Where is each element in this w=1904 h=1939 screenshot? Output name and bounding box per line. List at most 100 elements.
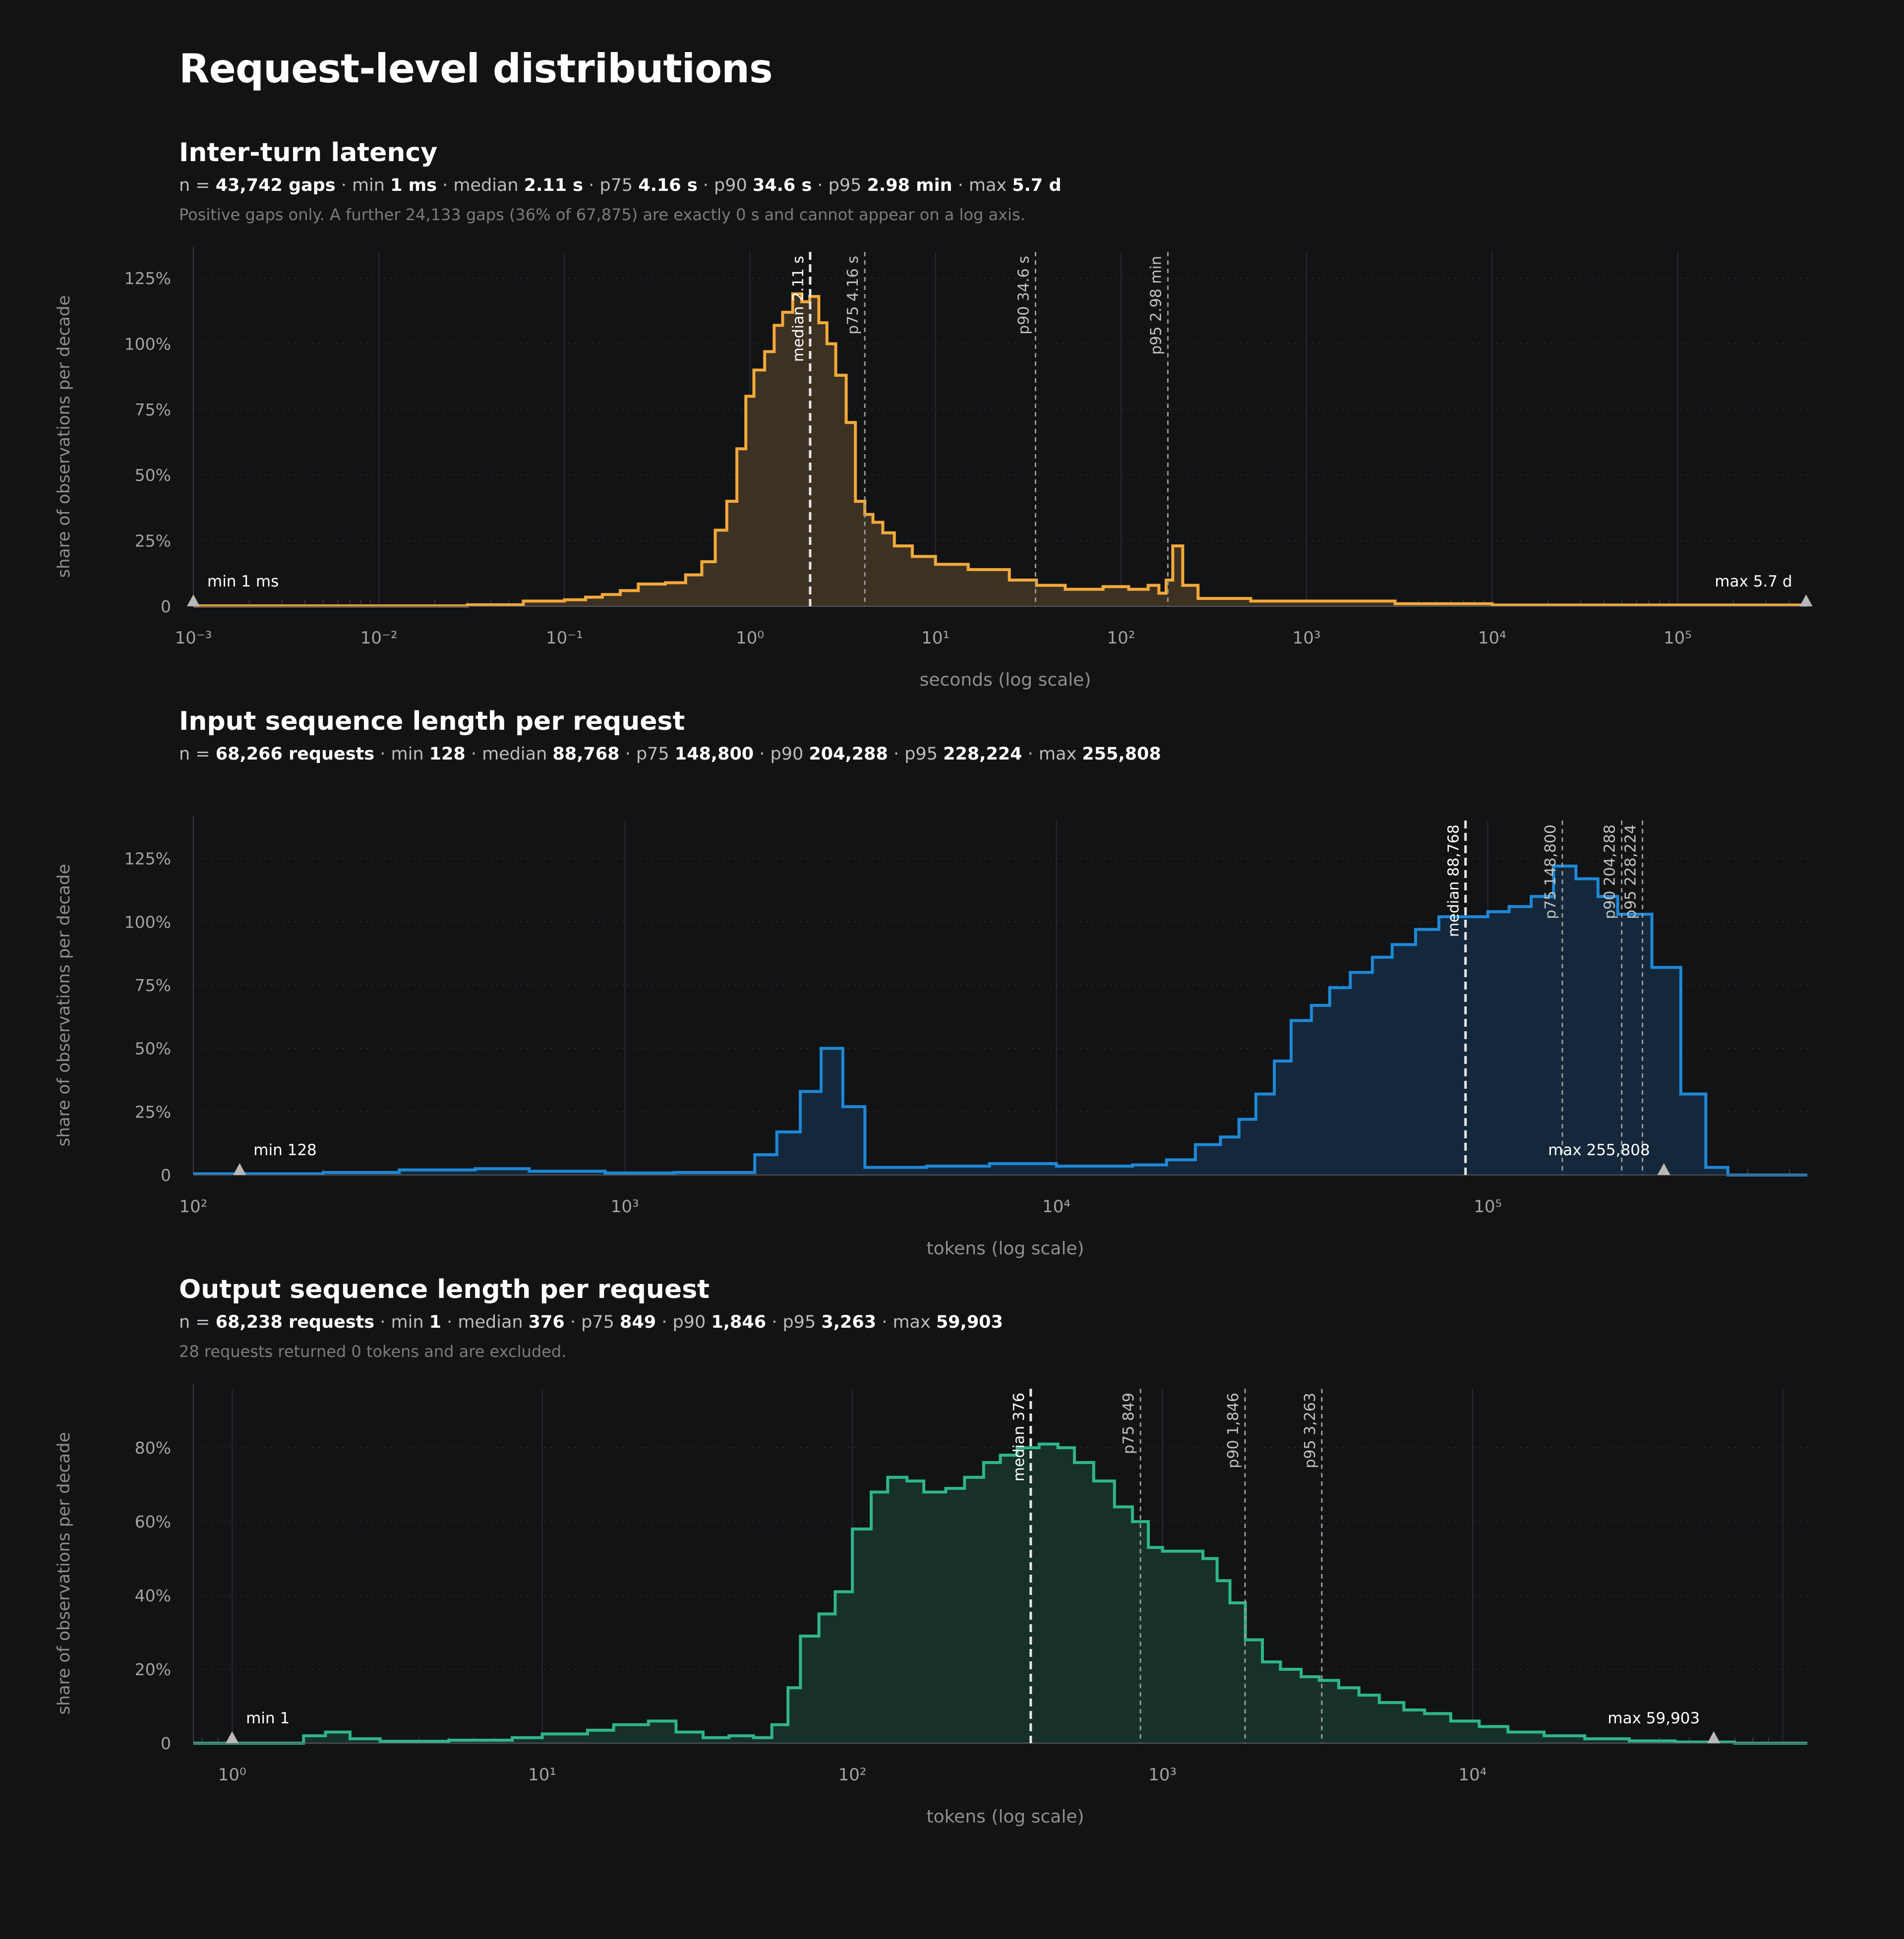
chart-output-sequence-length: 0 20% 40% 60% 80% 10⁰ 10¹ 10² 10³ 10⁴ median 376 p7… bbox=[54, 1384, 1807, 1827]
y-axis-label: share of observations per decade bbox=[54, 864, 74, 1146]
x-tick-label: 10⁴ bbox=[1478, 628, 1506, 648]
page-title: Request-level distributions bbox=[179, 46, 773, 92]
y-tick-label: 40% bbox=[135, 1586, 171, 1605]
y-tick-label: 100% bbox=[124, 912, 171, 932]
y-tick-label: 20% bbox=[135, 1660, 171, 1679]
y-tick-label: 0 bbox=[161, 597, 171, 616]
percentile-label: p75 849 bbox=[1120, 1393, 1137, 1454]
percentile-label: p95 3,263 bbox=[1302, 1393, 1319, 1469]
stat-label: · min bbox=[374, 744, 429, 764]
stat-label: · max bbox=[952, 176, 1012, 195]
stat-label: · median bbox=[465, 744, 553, 764]
y-tick-label: 25% bbox=[135, 1102, 171, 1121]
x-tick-label: 10⁵ bbox=[1664, 628, 1692, 648]
stat-label: · p90 bbox=[697, 176, 753, 195]
y-tick-label: 0 bbox=[161, 1166, 171, 1185]
stat-value: 128 bbox=[429, 744, 466, 764]
chart-title: Input sequence length per request bbox=[179, 706, 685, 736]
y-tick-label: 50% bbox=[135, 466, 171, 485]
max-marker-triangle bbox=[1657, 1163, 1670, 1175]
stat-value: 2.11 s bbox=[524, 176, 584, 195]
stats-line: n = 68,266 requests · min 128 · median 8… bbox=[179, 744, 1161, 764]
histogram-fill bbox=[193, 1444, 1807, 1743]
stat-label: · p95 bbox=[888, 744, 944, 764]
stat-label: · min bbox=[335, 176, 391, 195]
min-marker-label: min 1 ms bbox=[207, 573, 279, 590]
stat-value: 43,742 gaps bbox=[215, 176, 336, 195]
min-marker-label: min 1 bbox=[246, 1709, 290, 1727]
stats-line: n = 43,742 gaps · min 1 ms · median 2.11… bbox=[179, 176, 1062, 195]
stat-label: · p75 bbox=[583, 176, 639, 195]
histogram-line bbox=[193, 864, 1807, 1176]
stat-label: · p75 bbox=[564, 1312, 620, 1332]
max-marker-label: max 5.7 d bbox=[1715, 573, 1792, 590]
stat-value: 68,238 requests bbox=[215, 1312, 375, 1332]
stat-label: · max bbox=[876, 1312, 936, 1332]
min-marker-triangle bbox=[226, 1731, 239, 1743]
percentile-label: median 88,768 bbox=[1445, 824, 1463, 937]
stat-value: 849 bbox=[620, 1312, 656, 1332]
y-tick-label: 80% bbox=[135, 1438, 171, 1458]
stat-value: 59,903 bbox=[936, 1312, 1003, 1332]
x-tick-label: 10³ bbox=[1148, 1765, 1177, 1785]
x-axis-label: tokens (log scale) bbox=[926, 1238, 1084, 1259]
y-tick-label: 50% bbox=[135, 1039, 171, 1058]
stat-label: n = bbox=[179, 744, 216, 764]
percentile-label: p90 204,288 bbox=[1602, 824, 1619, 919]
y-tick-label: 75% bbox=[135, 976, 171, 995]
y-tick-label: 0 bbox=[161, 1734, 171, 1753]
histogram-fill bbox=[193, 866, 1807, 1175]
x-tick-label: 10² bbox=[838, 1765, 867, 1785]
stat-label: · max bbox=[1022, 744, 1082, 764]
chart-note: Positive gaps only. A further 24,133 gap… bbox=[179, 205, 1025, 224]
x-tick-label: 10⁵ bbox=[1474, 1197, 1502, 1217]
x-tick-label: 10³ bbox=[1293, 628, 1321, 648]
percentile-label: p95 2.98 min bbox=[1147, 256, 1165, 355]
histogram-line bbox=[193, 292, 1807, 607]
percentile-label: median 2.11 s bbox=[790, 256, 807, 362]
y-axis-label: share of observations per decade bbox=[54, 1432, 74, 1714]
stat-value: 148,800 bbox=[674, 744, 754, 764]
min-marker-label: min 128 bbox=[253, 1141, 316, 1159]
x-tick-label: 10¹ bbox=[921, 628, 950, 648]
stats-line: n = 68,238 requests · min 1 · median 376… bbox=[179, 1312, 1003, 1332]
chart-title: Output sequence length per request bbox=[179, 1275, 710, 1304]
percentile-label: p90 34.6 s bbox=[1015, 256, 1032, 335]
y-tick-label: 25% bbox=[135, 531, 171, 551]
stat-value: 255,808 bbox=[1082, 744, 1161, 764]
y-tick-label: 125% bbox=[124, 849, 171, 869]
chart-note: 28 requests returned 0 tokens and are ex… bbox=[179, 1342, 567, 1361]
chart-input-sequence-length: 0 25% 50% 75% 100% 125% 10² 10³ 10⁴ 10⁵ median 88,… bbox=[54, 816, 1807, 1259]
stat-value: 1,846 bbox=[711, 1312, 767, 1332]
chart-title: Inter-turn latency bbox=[179, 138, 438, 168]
max-marker-label: max 255,808 bbox=[1548, 1141, 1650, 1159]
x-tick-label: 10² bbox=[1107, 628, 1135, 648]
x-tick-label: 10² bbox=[179, 1197, 208, 1217]
x-tick-label: 10⁴ bbox=[1042, 1197, 1071, 1217]
stat-value: 3,263 bbox=[821, 1312, 877, 1332]
x-tick-label: 10⁻² bbox=[360, 628, 398, 648]
stat-label: · median bbox=[441, 1312, 529, 1332]
stat-value: 88,768 bbox=[552, 744, 620, 764]
x-tick-label: 10⁰ bbox=[736, 628, 764, 648]
x-tick-label: 10⁰ bbox=[218, 1765, 246, 1785]
percentile-label: p95 228,224 bbox=[1622, 824, 1640, 919]
stat-value: 68,266 requests bbox=[215, 744, 375, 764]
y-tick-label: 75% bbox=[135, 400, 171, 419]
stat-value: 4.16 s bbox=[638, 176, 698, 195]
histogram-line bbox=[193, 1442, 1807, 1745]
percentile-label: p75 148,800 bbox=[1542, 824, 1559, 919]
x-tick-label: 10⁴ bbox=[1459, 1765, 1487, 1785]
chart-inter-turn-latency: 0 25% 50% 75% 100% 125% 10⁻³ 10⁻² 10⁻¹ 10⁰ 10¹ 10² 1… bbox=[54, 247, 1813, 690]
y-tick-label: 125% bbox=[124, 269, 171, 288]
stat-label: · median bbox=[436, 176, 524, 195]
histogram-fill bbox=[193, 294, 1807, 606]
y-tick-label: 60% bbox=[135, 1512, 171, 1531]
stat-label: · p90 bbox=[656, 1312, 712, 1332]
stat-value: 1 bbox=[429, 1312, 441, 1332]
percentile-label: p90 1,846 bbox=[1225, 1393, 1242, 1469]
percentile-label: median 376 bbox=[1011, 1393, 1028, 1481]
stat-value: 34.6 s bbox=[752, 176, 812, 195]
stat-label: · p75 bbox=[619, 744, 675, 764]
stat-label: · p95 bbox=[766, 1312, 822, 1332]
